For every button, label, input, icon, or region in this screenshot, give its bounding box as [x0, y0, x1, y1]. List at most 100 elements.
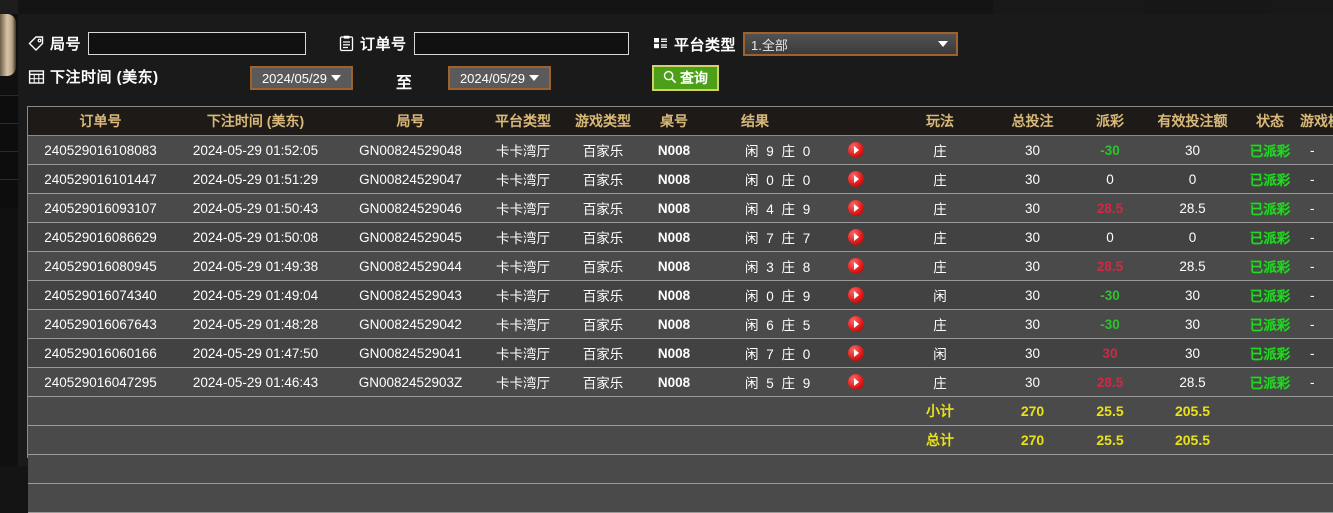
col-header-order-no[interactable]: 订单号: [28, 107, 173, 136]
status-badge: 已派彩: [1249, 202, 1291, 217]
filter-platform-type-label: 平台类型: [674, 36, 737, 54]
cell-bet-time: 2024-05-29 01:46:43: [173, 367, 338, 397]
cell-game-type: 百家乐: [563, 280, 643, 310]
cell-payout: 28.5: [1075, 251, 1145, 281]
play-replay-icon[interactable]: [848, 345, 864, 361]
cell-game-mode: -: [1300, 193, 1333, 223]
cell-table-no: N008: [643, 338, 705, 368]
summary-payout: 25.5: [1075, 396, 1145, 426]
cell-payout: -30: [1075, 309, 1145, 339]
cell-bet-type: 庄: [890, 251, 990, 281]
summary-pad: [1300, 396, 1333, 426]
bet-time-from-picker[interactable]: 2024/05/29: [250, 66, 353, 90]
play-replay-icon[interactable]: [848, 200, 864, 216]
empty-cell: [28, 454, 173, 484]
col-header-round-no[interactable]: 局号: [338, 107, 483, 136]
col-header-valid-bet[interactable]: 有效投注额: [1145, 107, 1240, 136]
cell-platform: 卡卡湾厅: [483, 222, 563, 252]
play-replay-icon[interactable]: [848, 258, 864, 274]
cell-table-no: N008: [643, 251, 705, 281]
table-row[interactable]: 240529016067643 2024-05-29 01:48:28 GN0082…: [28, 309, 1333, 339]
status-badge: 已派彩: [1249, 173, 1291, 188]
cell-table-no: N008: [643, 193, 705, 223]
table-row[interactable]: 240529016047295 2024-05-29 01:46:43 GN0082…: [28, 367, 1333, 397]
cell-bet-type: 庄: [890, 193, 990, 223]
cell-valid-bet: 28.5: [1145, 193, 1240, 223]
bet-time-to-picker[interactable]: 2024/05/29: [448, 66, 551, 90]
cell-game-type: 百家乐: [563, 338, 643, 368]
cell-status: 已派彩: [1240, 338, 1300, 368]
sidebar-pull-tab[interactable]: [0, 14, 16, 76]
cell-game-mode: -: [1300, 338, 1333, 368]
cell-bet-type: 庄: [890, 367, 990, 397]
cell-result: 闲 7 庄 7: [705, 222, 890, 252]
col-header-table-no[interactable]: 桌号: [643, 107, 705, 136]
platform-type-select[interactable]: 1.全部: [743, 32, 959, 56]
empty-cell: [990, 483, 1075, 513]
col-header-total-bet[interactable]: 总投注: [990, 107, 1075, 136]
result-text: 闲 4 庄 9: [745, 202, 813, 217]
cell-bet-type: 闲: [890, 338, 990, 368]
table-row[interactable]: 240529016108083 2024-05-29 01:52:05 GN0082…: [28, 135, 1333, 165]
summary-total-bet: 270: [990, 425, 1075, 455]
col-header-game-mode[interactable]: 游戏模式: [1300, 107, 1333, 136]
cell-payout: 0: [1075, 222, 1145, 252]
cell-order-no: 240529016080945: [28, 251, 173, 281]
orders-table: 订单号 下注时间 (美东) 局号 平台类型 游戏类型 桌号 结果 玩法 总投注 …: [28, 107, 1333, 513]
summary-pad: [173, 425, 338, 455]
cell-bet-type: 庄: [890, 164, 990, 194]
col-header-bet-time[interactable]: 下注时间 (美东): [173, 107, 338, 136]
table-row[interactable]: 240529016060166 2024-05-29 01:47:50 GN0082…: [28, 338, 1333, 368]
table-row[interactable]: 240529016086629 2024-05-29 01:50:08 GN0082…: [28, 222, 1333, 252]
table-row[interactable]: 240529016074340 2024-05-29 01:49:04 GN0082…: [28, 280, 1333, 310]
order-no-input[interactable]: [413, 32, 629, 55]
empty-cell: [705, 483, 890, 513]
empty-cell: [643, 454, 705, 484]
query-button[interactable]: 查询: [652, 65, 719, 91]
empty-cell: [338, 454, 483, 484]
tag-icon: [28, 35, 45, 52]
play-replay-icon[interactable]: [848, 142, 864, 158]
empty-cell: [705, 454, 890, 484]
col-header-platform[interactable]: 平台类型: [483, 107, 563, 136]
table-row[interactable]: 240529016101447 2024-05-29 01:51:29 GN0082…: [28, 164, 1333, 194]
cell-result: 闲 9 庄 0: [705, 135, 890, 165]
cell-round-no: GN00824529044: [338, 251, 483, 281]
play-replay-icon[interactable]: [848, 316, 864, 332]
rail-segment: [0, 95, 18, 124]
summary-pad: [338, 396, 483, 426]
round-no-input[interactable]: [88, 32, 307, 55]
col-header-game-type[interactable]: 游戏类型: [563, 107, 643, 136]
col-header-bet-type[interactable]: 玩法: [890, 107, 990, 136]
rail-segment: [0, 151, 18, 180]
filter-order-no-label: 订单号: [360, 36, 407, 53]
cell-result: 闲 0 庄 9: [705, 280, 890, 310]
table-row[interactable]: 240529016080945 2024-05-29 01:49:38 GN0082…: [28, 251, 1333, 281]
col-header-payout[interactable]: 派彩: [1075, 107, 1145, 136]
empty-cell: [1300, 454, 1333, 484]
col-header-result[interactable]: 结果: [705, 107, 890, 136]
cell-payout: -30: [1075, 135, 1145, 165]
status-badge: 已派彩: [1249, 144, 1291, 159]
cell-result: 闲 0 庄 0: [705, 164, 890, 194]
summary-row: 总计 270 25.5 205.5: [28, 425, 1333, 455]
cell-valid-bet: 30: [1145, 280, 1240, 310]
cell-round-no: GN00824529041: [338, 338, 483, 368]
empty-cell: [1240, 454, 1300, 484]
table-row[interactable]: 240529016093107 2024-05-29 01:50:43 GN0082…: [28, 193, 1333, 223]
orders-table-wrapper[interactable]: 订单号 下注时间 (美东) 局号 平台类型 游戏类型 桌号 结果 玩法 总投注 …: [27, 106, 1333, 513]
empty-cell: [890, 454, 990, 484]
play-replay-icon[interactable]: [848, 229, 864, 245]
play-replay-icon[interactable]: [848, 171, 864, 187]
cell-platform: 卡卡湾厅: [483, 251, 563, 281]
empty-cell: [1075, 483, 1145, 513]
cell-table-no: N008: [643, 309, 705, 339]
cell-platform: 卡卡湾厅: [483, 367, 563, 397]
col-header-status[interactable]: 状态: [1240, 107, 1300, 136]
play-replay-icon[interactable]: [848, 374, 864, 390]
cell-game-mode: -: [1300, 367, 1333, 397]
cell-bet-time: 2024-05-29 01:50:43: [173, 193, 338, 223]
bet-time-to-group: 2024/05/29: [448, 66, 551, 90]
empty-row: [28, 483, 1333, 513]
play-replay-icon[interactable]: [848, 287, 864, 303]
